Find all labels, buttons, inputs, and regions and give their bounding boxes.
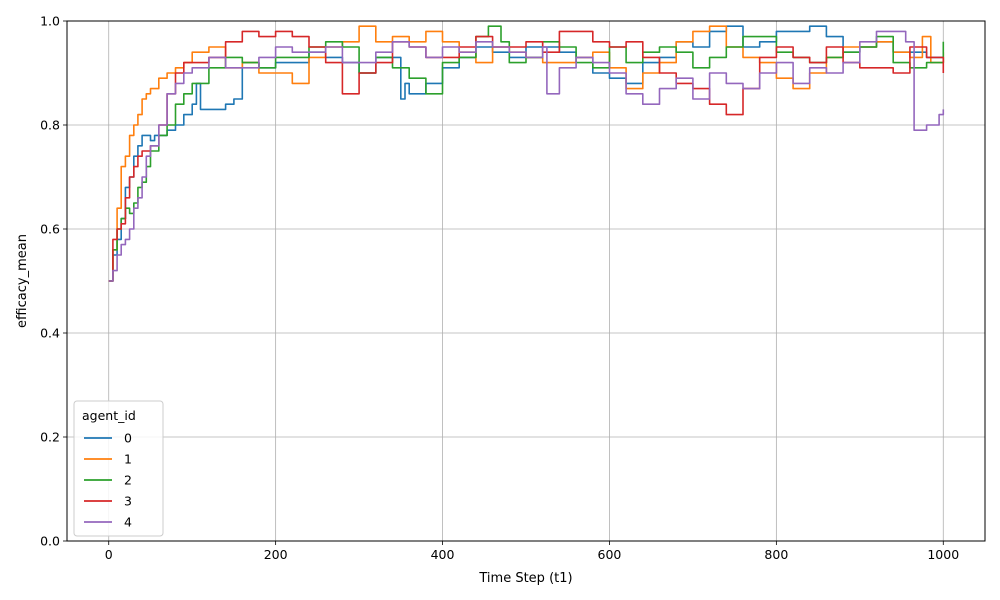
x-tick-label: 600 [598,547,622,562]
x-tick-label: 0 [105,547,113,562]
legend-title: agent_id [82,408,136,423]
y-tick-label: 0.2 [40,430,60,445]
y-tick-label: 0.4 [40,326,60,341]
legend-label-3: 3 [124,494,132,509]
legend-label-0: 0 [124,431,132,446]
legend-label-4: 4 [124,515,132,530]
series-line-0 [108,25,944,282]
plot-frame [66,20,986,542]
x-tick-label: 1000 [927,547,959,562]
y-tick-label: 0.6 [40,222,60,237]
y-axis-label: efficacy_mean [15,234,30,328]
y-axis: 0.0 0.2 0.4 0.6 0.8 1.0 [40,14,67,549]
x-axis-label: Time Step (t1) [478,571,572,586]
series-layer [108,25,945,282]
x-tick-label: 400 [431,547,455,562]
x-tick-label: 800 [764,547,788,562]
series-line-4 [108,30,945,282]
legend-box [73,400,164,537]
x-tick-label: 200 [264,547,288,562]
y-tick-label: 1.0 [40,14,60,29]
y-tick-label: 0.8 [40,118,60,133]
legend: agent_id 0 1 2 3 4 [73,400,164,537]
x-axis: 0 200 400 600 800 1000 [105,541,959,562]
legend-label-1: 1 [124,452,132,467]
legend-label-2: 2 [124,473,132,488]
y-tick-label: 0.0 [40,534,60,549]
